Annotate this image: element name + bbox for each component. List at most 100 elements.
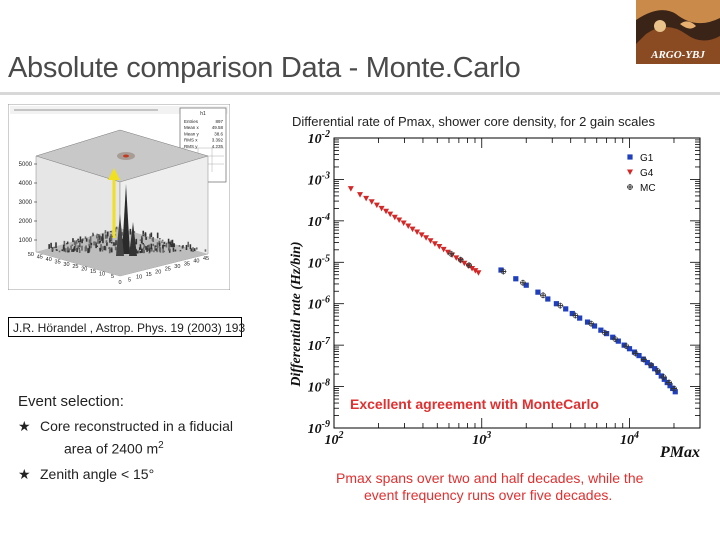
lego-bin [96,235,98,239]
stats-value: 897 [215,119,223,124]
data-point-mc [557,302,564,309]
lego-bin [172,247,175,251]
data-point-mc [654,367,661,374]
stats-value: 4.235 [212,144,224,149]
lego-bin [104,234,107,239]
lego-bin [98,235,101,240]
data-point-g4 [418,232,425,238]
data-point-g4 [444,249,451,256]
data-point-g1 [584,319,591,325]
legend-label-g4: G4 [640,168,654,179]
lego-bin [89,236,92,242]
stats-value: 38.6 [214,131,223,136]
lego-bin [79,236,82,243]
y-tick-label: 5 [128,277,131,283]
lego-bin [56,249,58,251]
lego-bin [135,238,138,245]
lego-bin [106,231,109,237]
lego-bin [150,243,153,250]
data-point-g4 [383,208,390,215]
data-point-mc [648,362,655,369]
peak-arrow-head [108,168,120,180]
stats-name: h1 [200,111,206,117]
lego-bin [106,234,108,239]
lego-bin [61,249,64,252]
stats-label: RMS y [184,144,198,149]
y-tick-label: 10-5 [308,253,330,271]
lego-bin [78,245,81,247]
data-point-g1 [652,366,658,372]
lego-bin [101,236,103,241]
lego-bin [152,243,155,247]
data-point-mc [632,350,639,357]
data-point-g1 [553,301,559,307]
data-point-g4 [396,217,403,223]
lego-bin [74,241,77,247]
lego-bin [81,239,83,244]
lego-bin [147,245,149,248]
citation-box: J.R. Hörandel , Astrop. Phys. 19 (2003) … [8,317,245,337]
data-point-g1 [569,310,575,317]
data-point-mc [519,279,526,286]
legend-marker-mc [627,184,633,190]
lego-bin [99,235,102,242]
y-tick-label: 20 [155,269,161,275]
lego-bin [70,245,72,250]
lego-bin [121,232,124,236]
data-point-g4 [347,186,354,192]
lego-bin [139,250,142,254]
data-point-g4 [378,205,385,212]
lego-bin [79,242,81,248]
lego-bin [93,241,95,246]
lego-bin [158,240,161,244]
data-point-mc [466,262,473,269]
stats-label: Mean y [184,131,200,136]
lego-bin [141,248,143,253]
lego-bin [143,244,146,248]
lego-bin [85,238,88,242]
lego-bin [168,248,171,253]
lego-bin [75,240,78,244]
legend-marker-g1 [627,154,633,160]
data-point-mc [671,385,677,392]
data-point-mc [500,268,507,275]
lego-bin [110,231,112,233]
lego-bin [172,250,175,252]
data-point-mc [500,268,507,275]
stats-label: RMS x [184,138,198,143]
data-point-mc [540,292,546,299]
y-tick-label: 30 [174,264,180,270]
y-tick-label: 0 [118,280,121,286]
lego-bin [72,238,74,243]
lego-bin [150,232,153,238]
lego-bin [84,246,87,252]
data-point-g1 [636,352,642,359]
chart-annotation: Excellent agreement with MonteCarlo [350,396,599,412]
lego-bin [63,244,65,250]
lego-bin [170,240,172,244]
data-point-mc [448,251,454,257]
data-point-g4 [368,199,375,205]
lego-bin [178,245,181,247]
y-axis-label: Differential rate (Hz/bin) [289,241,304,387]
lego-bin [192,247,194,253]
logo-text: ARGO-YBJ [650,49,705,61]
chart-legend: G1 G4 MC [627,153,656,194]
data-point-mc [557,302,564,309]
lego-bin [163,244,166,247]
lego-bin [155,248,157,251]
lego-bin [161,241,163,243]
data-point-mc [632,350,639,357]
data-point-g4 [475,270,482,276]
data-point-mc [457,256,464,263]
lego-bin [142,230,145,237]
lego-bin [162,247,164,253]
lego-bin [66,248,69,253]
lego-bin [151,247,153,252]
lego-bin [189,244,192,250]
lego-bin [73,240,76,245]
lego-bin [149,233,151,239]
event-selection-heading: Event selection: [18,393,124,410]
title-divider [0,92,720,95]
lego-bin [68,248,70,253]
